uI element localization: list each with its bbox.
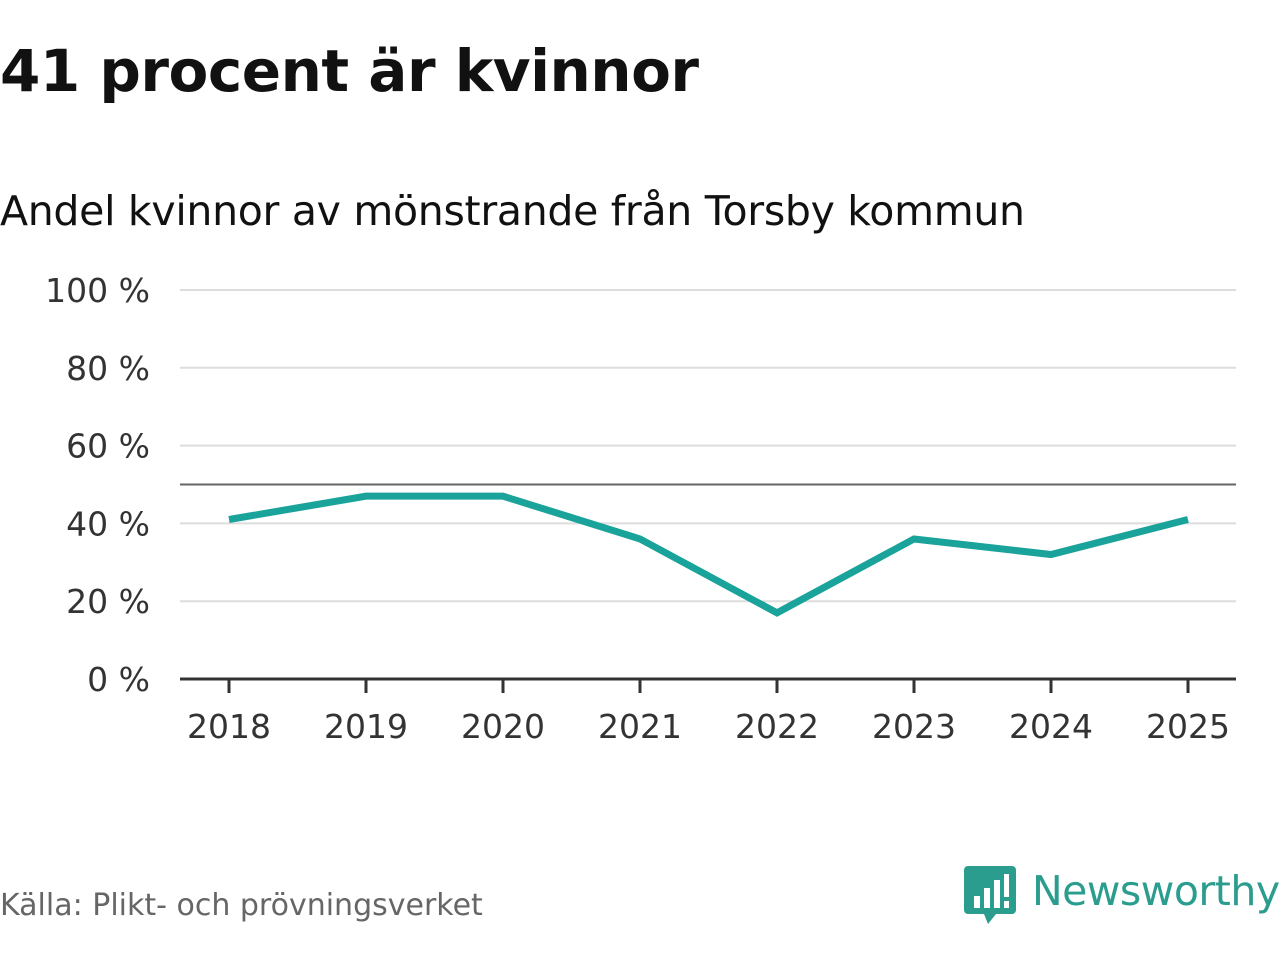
gridlines — [180, 289, 1236, 603]
x-tick-label: 2024 — [1009, 707, 1093, 746]
x-tick-label: 2021 — [598, 707, 682, 746]
y-tick-label: 20 % — [66, 582, 150, 621]
y-tick-label: 0 % — [87, 660, 150, 699]
x-tick-label: 2019 — [324, 707, 408, 746]
x-tick-label: 2023 — [872, 707, 956, 746]
series-line — [228, 492, 1189, 617]
y-tick-label: 100 % — [45, 271, 150, 310]
newsworthy-logo-icon — [964, 866, 1016, 924]
x-tick-label: 2025 — [1146, 707, 1230, 746]
y-tick-label: 80 % — [66, 349, 150, 388]
y-tick-label: 60 % — [66, 427, 150, 466]
chart-title: 41 procent är kvinnor — [0, 37, 699, 105]
y-axis: 0 % 20 % 40 % 60 % 80 % 100 % — [45, 271, 150, 699]
x-tick-label: 2022 — [735, 707, 819, 746]
brand-logo: Newsworthy — [962, 862, 1280, 928]
brand-name: Newsworthy — [1032, 867, 1280, 915]
x-axis: 2018 2019 2020 2021 2022 2023 2024 2025 — [180, 677, 1236, 746]
y-tick-label: 40 % — [66, 504, 150, 543]
series-group — [228, 492, 1189, 617]
chart-subtitle: Andel kvinnor av mönstrande från Torsby … — [0, 187, 1025, 235]
x-tick-label: 2020 — [461, 707, 545, 746]
source-note: Källa: Plikt- och prövningsverket — [0, 888, 483, 923]
x-tick-label: 2018 — [187, 707, 271, 746]
